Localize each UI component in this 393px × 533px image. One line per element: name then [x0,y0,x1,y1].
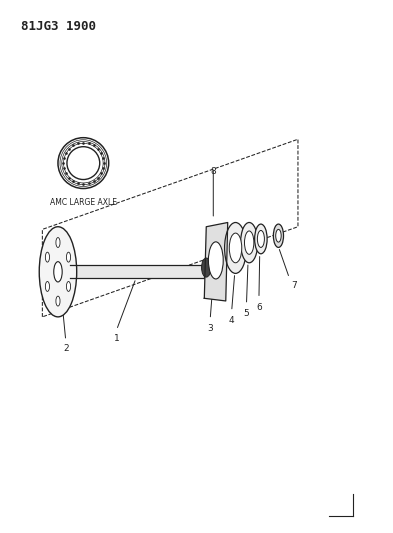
Ellipse shape [66,281,71,292]
Ellipse shape [274,224,283,247]
Text: 3: 3 [207,324,213,333]
Ellipse shape [67,147,100,180]
Ellipse shape [241,222,258,263]
Ellipse shape [208,242,223,279]
Text: AMC LARGE AXLE: AMC LARGE AXLE [50,198,117,207]
Ellipse shape [56,238,60,247]
Ellipse shape [229,233,242,263]
Text: 4: 4 [229,316,235,325]
Ellipse shape [244,231,254,254]
Ellipse shape [257,230,264,247]
Text: 8: 8 [210,167,216,176]
Ellipse shape [45,281,50,292]
Text: 81JG3 1900: 81JG3 1900 [21,20,96,33]
Text: 1: 1 [114,334,119,343]
Text: 2: 2 [63,344,69,353]
Text: 7: 7 [291,281,297,290]
Ellipse shape [45,252,50,262]
Ellipse shape [39,227,77,317]
Ellipse shape [54,262,62,282]
Ellipse shape [276,229,281,242]
Polygon shape [204,222,228,301]
Text: 5: 5 [244,309,249,318]
Text: 6: 6 [256,303,262,312]
Ellipse shape [255,224,267,254]
Polygon shape [70,265,204,278]
Ellipse shape [66,252,71,262]
Ellipse shape [56,296,60,306]
Ellipse shape [202,258,211,277]
Ellipse shape [224,222,246,273]
